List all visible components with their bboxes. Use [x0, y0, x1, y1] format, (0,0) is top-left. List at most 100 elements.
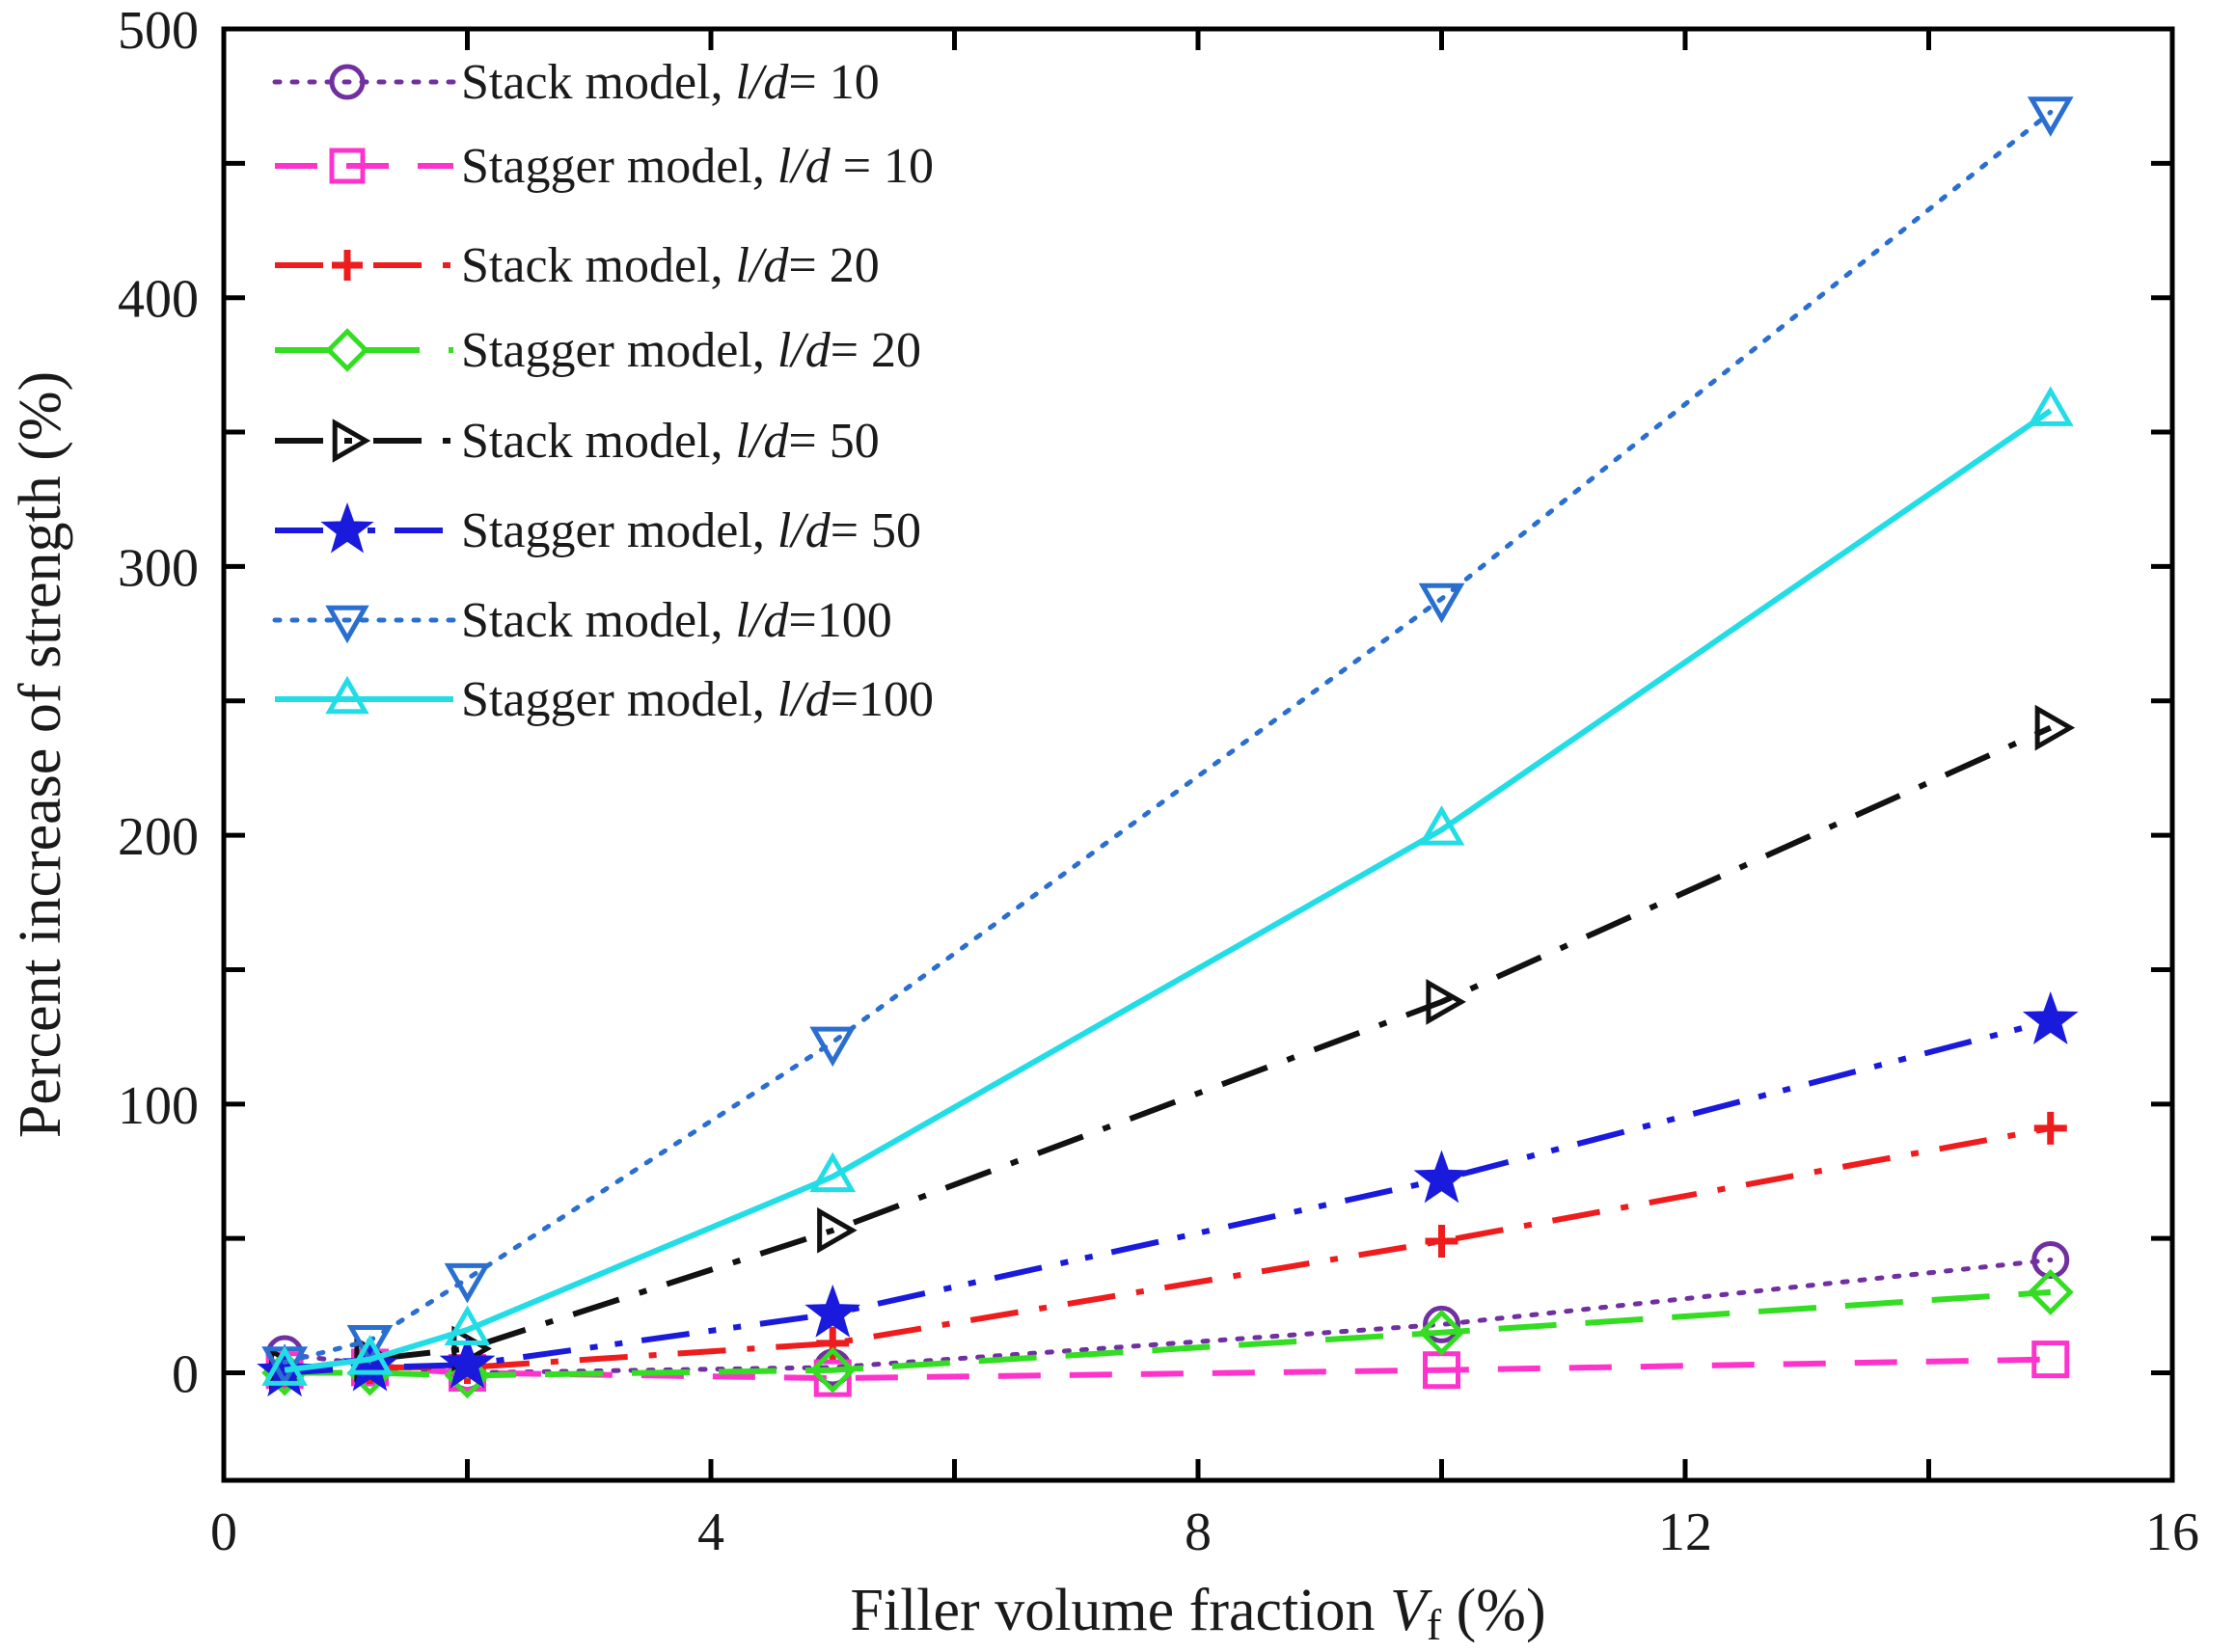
- legend-label-suffix: = 50: [788, 414, 879, 469]
- legend-label-prefix: Stagger model,: [461, 672, 777, 727]
- data-point: [1425, 1224, 1458, 1258]
- y-tick-label: 400: [118, 270, 199, 330]
- legend-label-suffix: = 10: [788, 55, 879, 110]
- data-point: [2027, 1268, 2074, 1315]
- y-tick-label: 0: [172, 1345, 199, 1405]
- legend-label-prefix: Stagger model,: [461, 503, 777, 558]
- legend-label-prefix: Stack model,: [461, 593, 736, 648]
- data-point: [2022, 991, 2079, 1044]
- data-point: [809, 1026, 857, 1068]
- legend-label-var: l/d: [736, 414, 790, 469]
- x-axis-label-sub: f: [1427, 1600, 1442, 1649]
- legend-label: Stack model, l/d=100: [461, 593, 892, 648]
- legend-label-suffix: = 10: [831, 139, 934, 194]
- data-point: [816, 1326, 850, 1360]
- data-point: [2031, 1341, 2070, 1379]
- legend-item: Stack model, l/d= 10: [272, 55, 880, 110]
- legend-label: Stack model, l/d= 50: [461, 414, 880, 469]
- legend-label: Stagger model, l/d=100: [461, 672, 934, 727]
- data-point: [804, 1284, 861, 1338]
- data-point: [2027, 96, 2074, 137]
- series-8: [261, 386, 2074, 1386]
- legend-label-var: l/d: [736, 238, 790, 293]
- data-point: [809, 1151, 857, 1193]
- legend-label: Stagger model, l/d = 10: [461, 139, 934, 194]
- legend-label-prefix: Stack model,: [461, 414, 736, 469]
- legend-label: Stack model, l/d= 10: [461, 55, 880, 110]
- data-point: [2027, 386, 2074, 426]
- legend-label-prefix: Stack model,: [461, 238, 736, 293]
- legend-label-prefix: Stack model,: [461, 55, 736, 110]
- data-point: [1423, 1305, 1460, 1343]
- data-point: [1418, 582, 1465, 624]
- x-tick-label: 4: [697, 1503, 724, 1562]
- x-tick-label: 0: [210, 1503, 237, 1562]
- plot-frame: [221, 26, 2175, 1483]
- legend-label-var: l/d: [777, 503, 831, 558]
- x-tick-label: 12: [1658, 1503, 1712, 1562]
- legend-label-suffix: =100: [788, 593, 891, 648]
- legend-label-var: l/d: [736, 55, 790, 110]
- series-layer: [257, 96, 2079, 1399]
- legend-label-var: l/d: [777, 139, 831, 194]
- legend-marker: [325, 328, 369, 372]
- data-point: [444, 1305, 491, 1346]
- legend-item: Stagger model, l/d=100: [275, 672, 934, 727]
- data-point: [346, 1324, 394, 1366]
- legend-label-var: l/d: [777, 672, 831, 727]
- y-tick-label: 100: [118, 1076, 199, 1136]
- series-line: [282, 109, 2054, 1365]
- legend-label-prefix: Stagger model,: [461, 139, 777, 194]
- data-point: [1418, 1309, 1465, 1356]
- legend-label: Stack model, l/d= 20: [461, 238, 880, 293]
- data-point: [439, 1335, 496, 1389]
- data-point: [346, 1335, 394, 1375]
- legend-label-suffix: = 50: [831, 503, 921, 558]
- data-point: [813, 1359, 852, 1397]
- y-tick-label: 200: [118, 807, 199, 867]
- legend-marker: [325, 605, 369, 644]
- legend-label-suffix: = 20: [831, 323, 921, 378]
- legend-marker: [325, 675, 369, 715]
- x-axis-label-unit: (%): [1441, 1578, 1545, 1643]
- series-line: [285, 1288, 2051, 1379]
- x-tick-label: 8: [1185, 1503, 1212, 1562]
- legend-label: Stagger model, l/d= 50: [461, 503, 921, 558]
- legend-marker: [329, 148, 366, 184]
- x-tick-label: 16: [2145, 1503, 2199, 1562]
- data-point: [1418, 805, 1465, 846]
- legend-item: Stack model, l/d= 20: [275, 238, 880, 293]
- tick-labels: 0 4 8 12 16 0 100 200 300 400 500: [118, 1, 2199, 1562]
- data-point: [1413, 1150, 1470, 1204]
- data-point: [1426, 979, 1466, 1025]
- data-point: [2033, 1111, 2067, 1145]
- data-point: [444, 1262, 491, 1304]
- legend-item: Stagger model, l/d= 50: [275, 501, 921, 558]
- legend-label-suffix: =100: [831, 672, 934, 727]
- legend-marker: [332, 250, 363, 281]
- legend-item: Stack model, l/d= 50: [275, 414, 880, 469]
- x-axis-label-main: Filler volume fraction: [850, 1578, 1390, 1643]
- legend-item: Stack model, l/d=100: [272, 593, 892, 648]
- data-point: [817, 1206, 858, 1254]
- x-axis-label-var: V: [1390, 1578, 1432, 1643]
- data-point: [809, 1346, 857, 1394]
- legend-label-prefix: Stagger model,: [461, 323, 777, 378]
- legend-label-suffix: = 20: [788, 238, 879, 293]
- legend-marker: [320, 501, 374, 554]
- legend-item: Stagger model, l/d= 20: [275, 323, 921, 378]
- legend-marker: [329, 64, 366, 100]
- data-point: [2034, 704, 2076, 751]
- legend-label: Stagger model, l/d= 20: [461, 323, 921, 378]
- legend-label-var: l/d: [777, 323, 831, 378]
- y-axis-label: Percent increase of strength (%): [8, 371, 73, 1138]
- data-point: [261, 1345, 308, 1386]
- legend-item: Stagger model, l/d = 10: [275, 139, 934, 194]
- x-axis-label: Filler volume fraction Vf (%): [850, 1578, 1545, 1649]
- y-tick-label: 500: [118, 1, 199, 61]
- data-point: [2031, 1240, 2070, 1279]
- legend-marker: [332, 419, 371, 463]
